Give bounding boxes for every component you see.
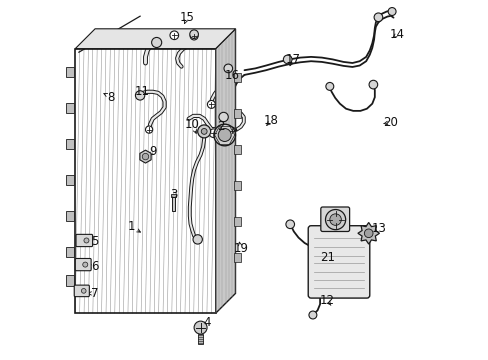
Text: 15: 15 <box>179 11 194 24</box>
Circle shape <box>84 238 89 243</box>
Bar <box>66 211 74 221</box>
Text: 8: 8 <box>107 91 115 104</box>
Circle shape <box>373 13 382 22</box>
Text: 12: 12 <box>319 294 334 307</box>
Text: 9: 9 <box>149 145 156 158</box>
Circle shape <box>325 82 333 90</box>
Bar <box>170 194 176 197</box>
Circle shape <box>209 129 218 138</box>
Text: 10: 10 <box>184 118 199 131</box>
Circle shape <box>325 210 345 230</box>
FancyBboxPatch shape <box>75 258 91 271</box>
FancyBboxPatch shape <box>74 285 89 297</box>
Polygon shape <box>215 29 235 313</box>
Circle shape <box>228 127 235 134</box>
Text: 19: 19 <box>233 242 248 255</box>
Bar <box>233 253 241 262</box>
Bar <box>66 275 74 286</box>
Circle shape <box>207 100 215 108</box>
Circle shape <box>213 124 235 146</box>
Polygon shape <box>75 29 235 49</box>
Circle shape <box>189 30 198 39</box>
FancyBboxPatch shape <box>307 226 369 298</box>
Text: 20: 20 <box>382 116 397 129</box>
Circle shape <box>81 289 86 293</box>
Circle shape <box>218 129 231 141</box>
Bar <box>233 109 241 118</box>
Circle shape <box>329 214 341 225</box>
Text: 5: 5 <box>91 235 99 248</box>
Bar <box>233 217 241 226</box>
Bar <box>66 175 74 185</box>
Circle shape <box>364 229 372 238</box>
FancyBboxPatch shape <box>320 207 349 231</box>
Circle shape <box>368 80 377 89</box>
Text: 13: 13 <box>371 222 386 235</box>
Text: 7: 7 <box>91 287 99 300</box>
Bar <box>233 181 241 190</box>
Circle shape <box>285 220 294 229</box>
Circle shape <box>387 8 395 15</box>
Text: 21: 21 <box>319 251 334 264</box>
Circle shape <box>193 235 202 244</box>
Bar <box>171 196 175 211</box>
Bar <box>66 67 74 77</box>
Polygon shape <box>357 222 379 244</box>
Text: 1: 1 <box>127 220 135 233</box>
Bar <box>233 73 241 82</box>
Bar <box>66 139 74 149</box>
Circle shape <box>190 32 198 40</box>
Text: 18: 18 <box>264 114 278 127</box>
Circle shape <box>151 37 162 48</box>
Circle shape <box>145 126 152 133</box>
FancyBboxPatch shape <box>76 234 92 247</box>
Circle shape <box>194 321 206 334</box>
Text: 14: 14 <box>389 28 404 41</box>
Circle shape <box>219 112 228 122</box>
Text: 11: 11 <box>134 85 149 98</box>
Polygon shape <box>140 150 151 163</box>
Text: 2: 2 <box>217 120 224 132</box>
Text: 6: 6 <box>91 260 99 273</box>
Text: 16: 16 <box>224 69 239 82</box>
Circle shape <box>135 91 144 100</box>
Circle shape <box>170 31 178 40</box>
Circle shape <box>224 64 232 73</box>
Text: 3: 3 <box>170 188 178 201</box>
Circle shape <box>201 129 207 134</box>
Bar <box>233 145 241 154</box>
Circle shape <box>308 311 316 319</box>
Text: 4: 4 <box>203 316 210 329</box>
Circle shape <box>82 262 88 267</box>
Bar <box>66 103 74 113</box>
Circle shape <box>217 125 224 132</box>
Circle shape <box>283 55 291 64</box>
Bar <box>66 247 74 257</box>
Text: 17: 17 <box>285 53 300 66</box>
Circle shape <box>142 153 148 160</box>
Circle shape <box>197 125 210 138</box>
Bar <box>198 334 203 344</box>
